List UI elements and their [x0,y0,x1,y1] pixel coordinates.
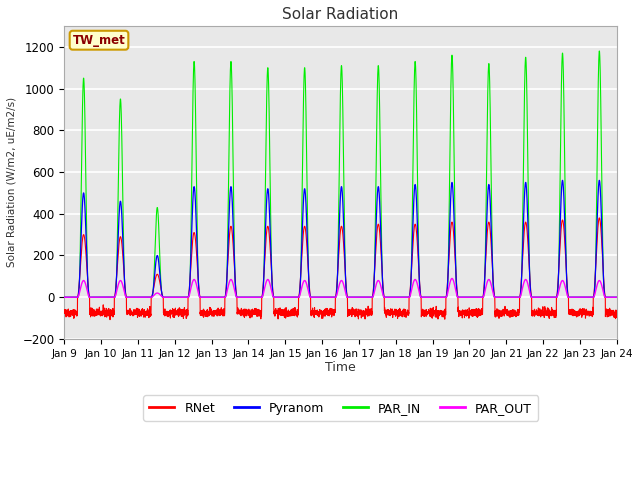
Pyranom [465,294,472,300]
PAR_IN [613,294,621,300]
PAR_OUT [496,294,504,300]
PAR_OUT [320,294,328,300]
PAR_IN [434,294,442,300]
PAR_IN [612,294,620,300]
Pyranom [320,294,328,300]
RNet [612,310,620,315]
Title: Solar Radiation: Solar Radiation [282,7,399,22]
PAR_IN [595,48,603,54]
PAR_OUT [61,294,68,300]
RNet [61,309,68,315]
RNet [160,310,168,315]
Text: TW_met: TW_met [72,34,125,47]
Pyranom [496,294,504,300]
RNet [496,309,504,314]
Pyranom [160,294,168,300]
Line: PAR_IN: PAR_IN [65,51,617,297]
RNet [613,309,621,315]
Line: PAR_OUT: PAR_OUT [65,278,617,297]
RNet [465,309,472,314]
PAR_IN [61,294,68,300]
Legend: RNet, Pyranom, PAR_IN, PAR_OUT: RNet, Pyranom, PAR_IN, PAR_OUT [143,396,538,421]
PAR_OUT [465,294,472,300]
RNet [320,311,328,316]
PAR_IN [465,294,472,300]
PAR_OUT [448,276,456,281]
PAR_IN [160,294,168,300]
RNet [595,215,603,221]
Pyranom [434,294,442,300]
PAR_OUT [434,294,442,300]
Y-axis label: Solar Radiation (W/m2, uE/m2/s): Solar Radiation (W/m2, uE/m2/s) [7,97,17,267]
Line: RNet: RNet [65,218,617,320]
PAR_OUT [613,294,621,300]
RNet [106,317,114,323]
PAR_IN [496,294,504,300]
Pyranom [61,294,68,300]
PAR_IN [320,294,328,300]
PAR_OUT [160,294,168,300]
Pyranom [559,178,566,183]
X-axis label: Time: Time [325,361,356,374]
Line: Pyranom: Pyranom [65,180,617,297]
PAR_OUT [612,294,620,300]
RNet [434,309,442,314]
Pyranom [613,294,621,300]
Pyranom [612,294,620,300]
